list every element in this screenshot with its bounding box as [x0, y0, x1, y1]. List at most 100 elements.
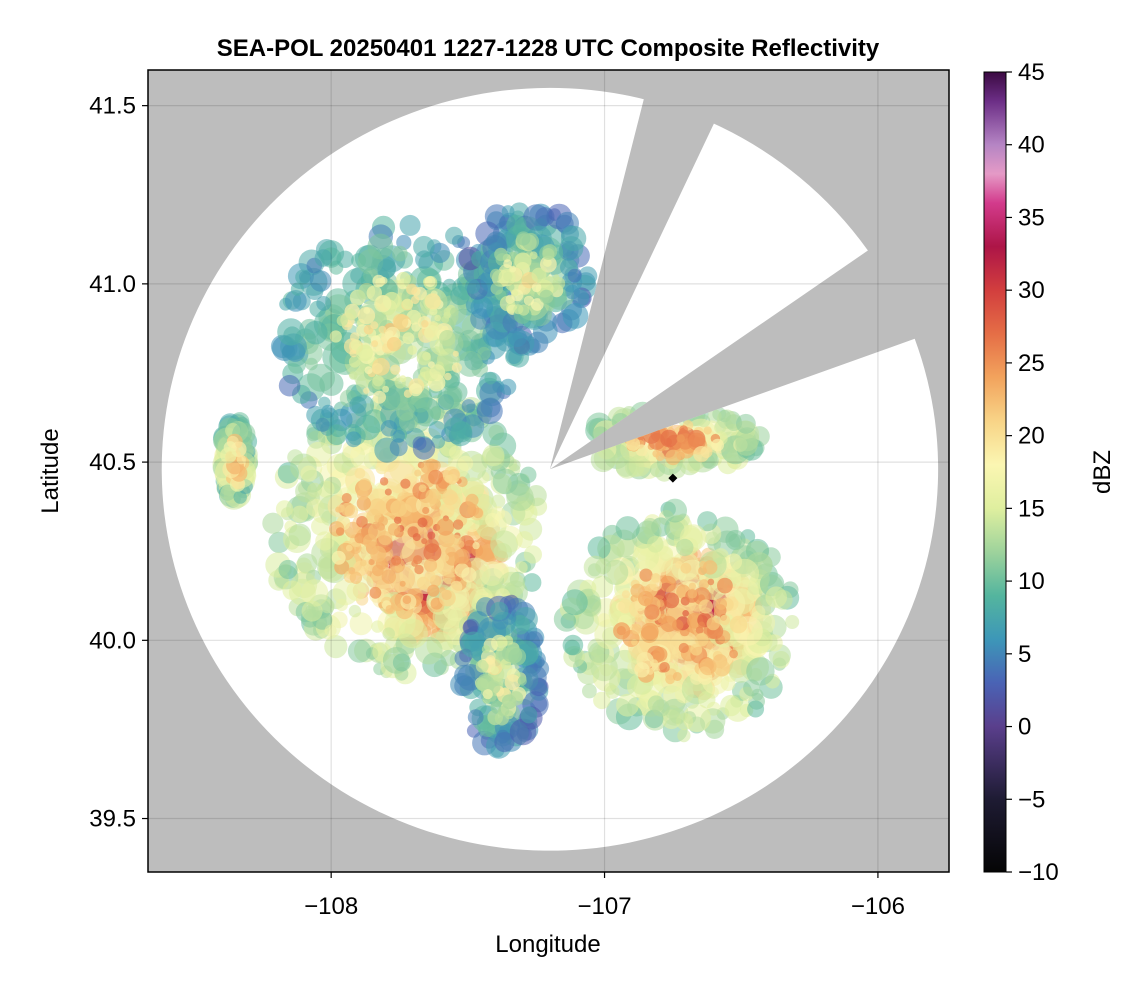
- echo-cell: [288, 523, 312, 547]
- echo-cell: [587, 536, 611, 560]
- echo-cell: [303, 320, 328, 345]
- echo-cell: [427, 584, 440, 597]
- echo-cell: [616, 693, 639, 717]
- echo-cell: [441, 554, 450, 562]
- echo-cell: [416, 351, 431, 366]
- echo-cell: [449, 445, 463, 460]
- colorbar-tick-label: 20: [1018, 423, 1045, 450]
- echo-cell: [399, 580, 406, 587]
- echo-cell: [278, 559, 298, 580]
- echo-cell: [736, 413, 756, 434]
- echo-cell: [703, 560, 718, 575]
- echo-cell: [603, 559, 629, 586]
- echo-cell: [523, 545, 543, 564]
- echo-cell: [494, 510, 512, 528]
- echo-cell: [615, 516, 640, 541]
- echo-cell: [729, 649, 738, 659]
- echo-cell: [300, 465, 317, 482]
- colorbar-tick-label: 40: [1018, 132, 1045, 159]
- colorbar-tick-label: 30: [1018, 277, 1045, 304]
- echo-cell: [387, 523, 401, 536]
- echo-cell: [396, 271, 411, 287]
- echo-cell: [457, 350, 483, 377]
- echo-cell: [439, 503, 455, 519]
- echo-cell: [451, 421, 473, 443]
- echo-cell: [746, 657, 775, 686]
- echo-cell: [307, 482, 322, 498]
- echo-cell: [413, 235, 435, 258]
- echo-cell: [345, 544, 353, 552]
- echo-cell: [630, 583, 645, 598]
- echo-region: [553, 498, 800, 743]
- echo-cell: [439, 330, 456, 347]
- echo-cell: [371, 340, 379, 348]
- echo-cell: [442, 370, 461, 389]
- reflectivity-field: [212, 202, 800, 759]
- echo-cell: [311, 517, 330, 536]
- echo-cell: [461, 399, 476, 413]
- echo-cell: [529, 251, 538, 260]
- echo-cell: [392, 313, 409, 330]
- echo-cell: [490, 530, 518, 559]
- echo-cell: [465, 278, 481, 294]
- echo-cell: [717, 577, 733, 594]
- echo-cell: [703, 426, 712, 435]
- echo-cell: [407, 345, 418, 356]
- echo-cell: [616, 626, 626, 636]
- echo-cell: [515, 561, 528, 574]
- echo-cell: [699, 658, 717, 676]
- echo-cell: [698, 691, 716, 709]
- echo-cell: [413, 555, 423, 565]
- echo-cell: [454, 664, 476, 686]
- echo-cell: [356, 488, 369, 501]
- echo-cell: [593, 691, 611, 710]
- echo-cell: [324, 635, 348, 659]
- y-tick-label: 40.0: [89, 627, 136, 654]
- echo-cell: [517, 676, 527, 686]
- echo-cell: [354, 467, 366, 479]
- echo-cell: [414, 469, 422, 477]
- echo-cell: [640, 622, 659, 641]
- echo-cell: [392, 245, 408, 262]
- echo-cell: [434, 314, 441, 322]
- echo-cell: [417, 517, 428, 528]
- echo-cell: [472, 541, 480, 550]
- echo-cell: [542, 248, 555, 260]
- y-axis-label: Latitude: [37, 428, 64, 513]
- echo-cell: [494, 247, 508, 262]
- echo-cell: [621, 590, 631, 599]
- echo-cell: [363, 307, 371, 314]
- echo-cell: [372, 564, 384, 577]
- echo-cell: [421, 320, 429, 328]
- echo-cell: [452, 519, 464, 530]
- echo-cell: [378, 516, 388, 526]
- echo-cell: [655, 452, 665, 462]
- echo-cell: [412, 533, 421, 542]
- echo-cell: [567, 268, 582, 283]
- echo-cell: [720, 694, 742, 717]
- echo-cell: [406, 283, 418, 295]
- echo-cell: [399, 375, 407, 383]
- echo-cell: [378, 531, 393, 546]
- echo-cell: [502, 644, 520, 663]
- echo-cell: [697, 511, 718, 532]
- echo-cell: [520, 466, 537, 483]
- echo-cell: [734, 579, 760, 605]
- echo-cell: [345, 308, 357, 321]
- echo-cell: [663, 592, 680, 609]
- x-axis: −108 −107 −106: [304, 872, 905, 920]
- echo-cell: [291, 505, 309, 523]
- colorbar-tick-label: 45: [1018, 59, 1045, 86]
- echo-cell: [678, 642, 689, 654]
- echo-cell: [485, 512, 500, 528]
- echo-cell: [498, 705, 510, 717]
- echo-cell: [385, 605, 394, 613]
- echo-cell: [698, 599, 714, 614]
- echo-cell: [470, 296, 494, 319]
- echo-cell: [442, 489, 458, 506]
- echo-cell: [412, 437, 436, 460]
- echo-cell: [706, 617, 720, 631]
- echo-cell: [735, 433, 758, 456]
- echo-cell: [634, 662, 650, 678]
